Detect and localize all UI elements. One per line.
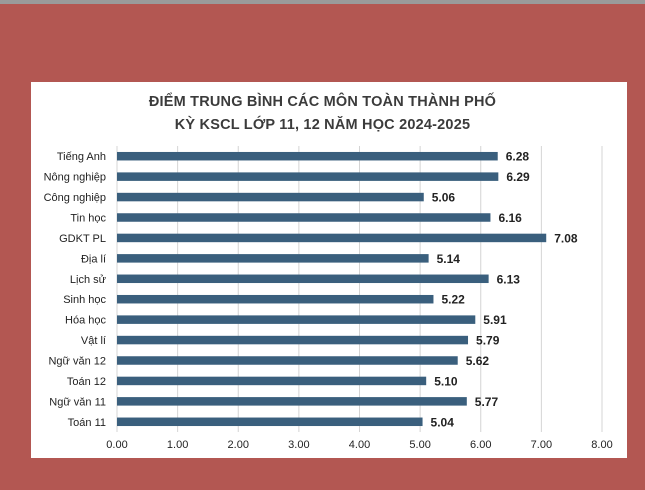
bar [117, 151, 498, 161]
bar [117, 397, 467, 406]
category-label: Tin học [70, 213, 106, 225]
value-label: 5.14 [437, 252, 461, 266]
chart-card [31, 82, 627, 458]
category-label: Công nghiệp [44, 192, 106, 204]
x-tick-label: 6.00 [470, 439, 491, 451]
bar [117, 213, 491, 222]
bars [117, 151, 547, 427]
category-label: Ngữ văn 12 [48, 356, 106, 368]
x-tick-label: 1.00 [167, 439, 188, 451]
bar [117, 356, 458, 365]
x-tick-label: 5.00 [409, 439, 430, 451]
bar [117, 294, 434, 304]
category-label: Nông nghiệp [44, 172, 106, 184]
bar [117, 274, 489, 284]
value-labels: 6.28 6.29 5.06 6.16 7.08 5.14 6.13 5.22 5.91 5.79… [431, 150, 578, 430]
value-label: 5.10 [434, 374, 458, 388]
chart-subtitle: KỲ KSCL LỚP 11, 12 NĂM HỌC 2024-2025 [174, 117, 471, 133]
category-label: Tiếng Anh [57, 151, 106, 163]
x-tick-label: 3.00 [288, 439, 309, 451]
value-label: 6.29 [506, 170, 530, 184]
category-label: Địa lí [81, 253, 106, 265]
bar [117, 172, 499, 181]
top-strip [0, 0, 645, 4]
value-label: 5.77 [475, 395, 499, 409]
x-tick-label: 7.00 [531, 439, 552, 451]
value-label: 5.06 [432, 191, 456, 205]
x-tick-label: 8.00 [591, 439, 612, 451]
gridlines [116, 146, 603, 432]
chart-title: ĐIỂM TRUNG BÌNH CÁC MÔN TOÀN THÀNH PHỐ [148, 94, 497, 110]
value-label: 6.28 [506, 150, 530, 164]
category-label: Toán 12 [67, 376, 106, 388]
value-label: 7.08 [554, 231, 578, 245]
category-label: Hóa học [65, 315, 106, 327]
bar [117, 417, 423, 427]
x-axis-ticks: 0.00 1.00 2.00 3.00 4.00 5.00 6.00 7.00 8.00 [106, 439, 612, 451]
value-label: 6.16 [498, 211, 522, 225]
category-label: Vật lí [81, 335, 106, 347]
category-labels: Tiếng Anh Nông nghiệp Công nghiệp Tin học GD… [44, 151, 107, 429]
value-label: 5.62 [466, 354, 490, 368]
x-tick-label: 0.00 [106, 439, 127, 451]
x-tick-label: 2.00 [228, 439, 249, 451]
value-label: 5.22 [441, 293, 465, 307]
bar [117, 233, 547, 243]
value-label: 6.13 [497, 272, 521, 286]
value-label: 5.04 [431, 415, 455, 429]
category-label: GDKT PL [59, 233, 106, 245]
bar [117, 376, 427, 386]
category-label: Ngữ văn 11 [49, 396, 106, 408]
value-label: 5.91 [483, 313, 507, 327]
category-label: Sinh học [63, 294, 106, 306]
bar [117, 335, 469, 345]
bar [117, 192, 424, 202]
category-label: Lịch sử [70, 274, 107, 286]
category-label: Toán 11 [68, 417, 106, 429]
bar [117, 254, 429, 263]
x-tick-label: 4.00 [349, 439, 370, 451]
value-label: 5.79 [476, 334, 500, 348]
bar [117, 315, 476, 324]
